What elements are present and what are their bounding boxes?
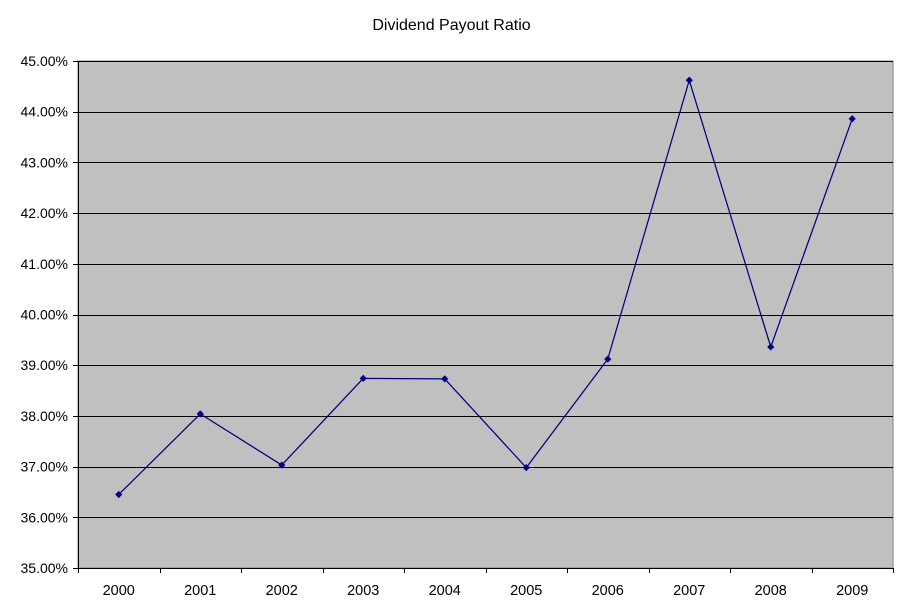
x-axis-tick-label: 2005	[510, 583, 542, 599]
x-axis-tick-label: 2004	[429, 583, 461, 599]
plot-area	[77, 60, 894, 569]
data-point-2007	[685, 76, 693, 84]
x-axis-tick-label: 2006	[592, 583, 624, 599]
axes	[73, 61, 894, 573]
y-axis-tick-label: 36.00%	[21, 509, 68, 525]
data-point-2002	[278, 461, 286, 469]
x-axis-tick-label: 2000	[103, 583, 135, 599]
y-axis-tick-label: 42.00%	[21, 205, 68, 221]
x-axis-tick-label: 2002	[266, 583, 298, 599]
x-axis-labels: 2000 2001 2002 2003 2004 2005 2006 2007 2008 2009	[103, 583, 869, 599]
y-axis-labels: 45.00% 44.00% 43.00% 42.00% 41.00% 40.00% 39.0…	[21, 53, 68, 576]
data-point-2008	[767, 343, 775, 351]
data-point-2000	[115, 490, 123, 499]
data-point-2005	[522, 464, 530, 472]
y-axis-tick-label: 38.00%	[21, 408, 68, 424]
y-axis-tick-label: 37.00%	[21, 459, 68, 475]
x-axis-tick-label: 2007	[673, 583, 705, 599]
x-axis-tick-label: 2008	[755, 583, 787, 599]
data-points	[115, 76, 856, 499]
x-axis-tick-label: 2001	[184, 583, 216, 599]
y-axis-tick-label: 44.00%	[21, 104, 68, 120]
x-axis-tick-label: 2009	[836, 583, 868, 599]
data-point-2009	[848, 115, 856, 123]
y-axis-tick-label: 45.00%	[21, 53, 68, 69]
chart-title: Dividend Payout Ratio	[372, 17, 531, 34]
data-point-2006	[604, 355, 612, 363]
y-axis-tick-label: 43.00%	[21, 154, 68, 170]
y-gridlines	[78, 61, 893, 518]
data-point-2001	[196, 410, 204, 418]
y-axis-tick-label: 39.00%	[21, 357, 68, 373]
y-axis-tick-label: 41.00%	[21, 256, 68, 272]
data-line	[118, 78, 853, 495]
y-axis-tick-label: 35.00%	[21, 560, 68, 576]
y-axis-tick-label: 40.00%	[21, 307, 68, 323]
x-axis-tick-label: 2003	[347, 583, 379, 599]
data-point-2003	[359, 374, 367, 382]
data-point-2004	[441, 375, 449, 383]
